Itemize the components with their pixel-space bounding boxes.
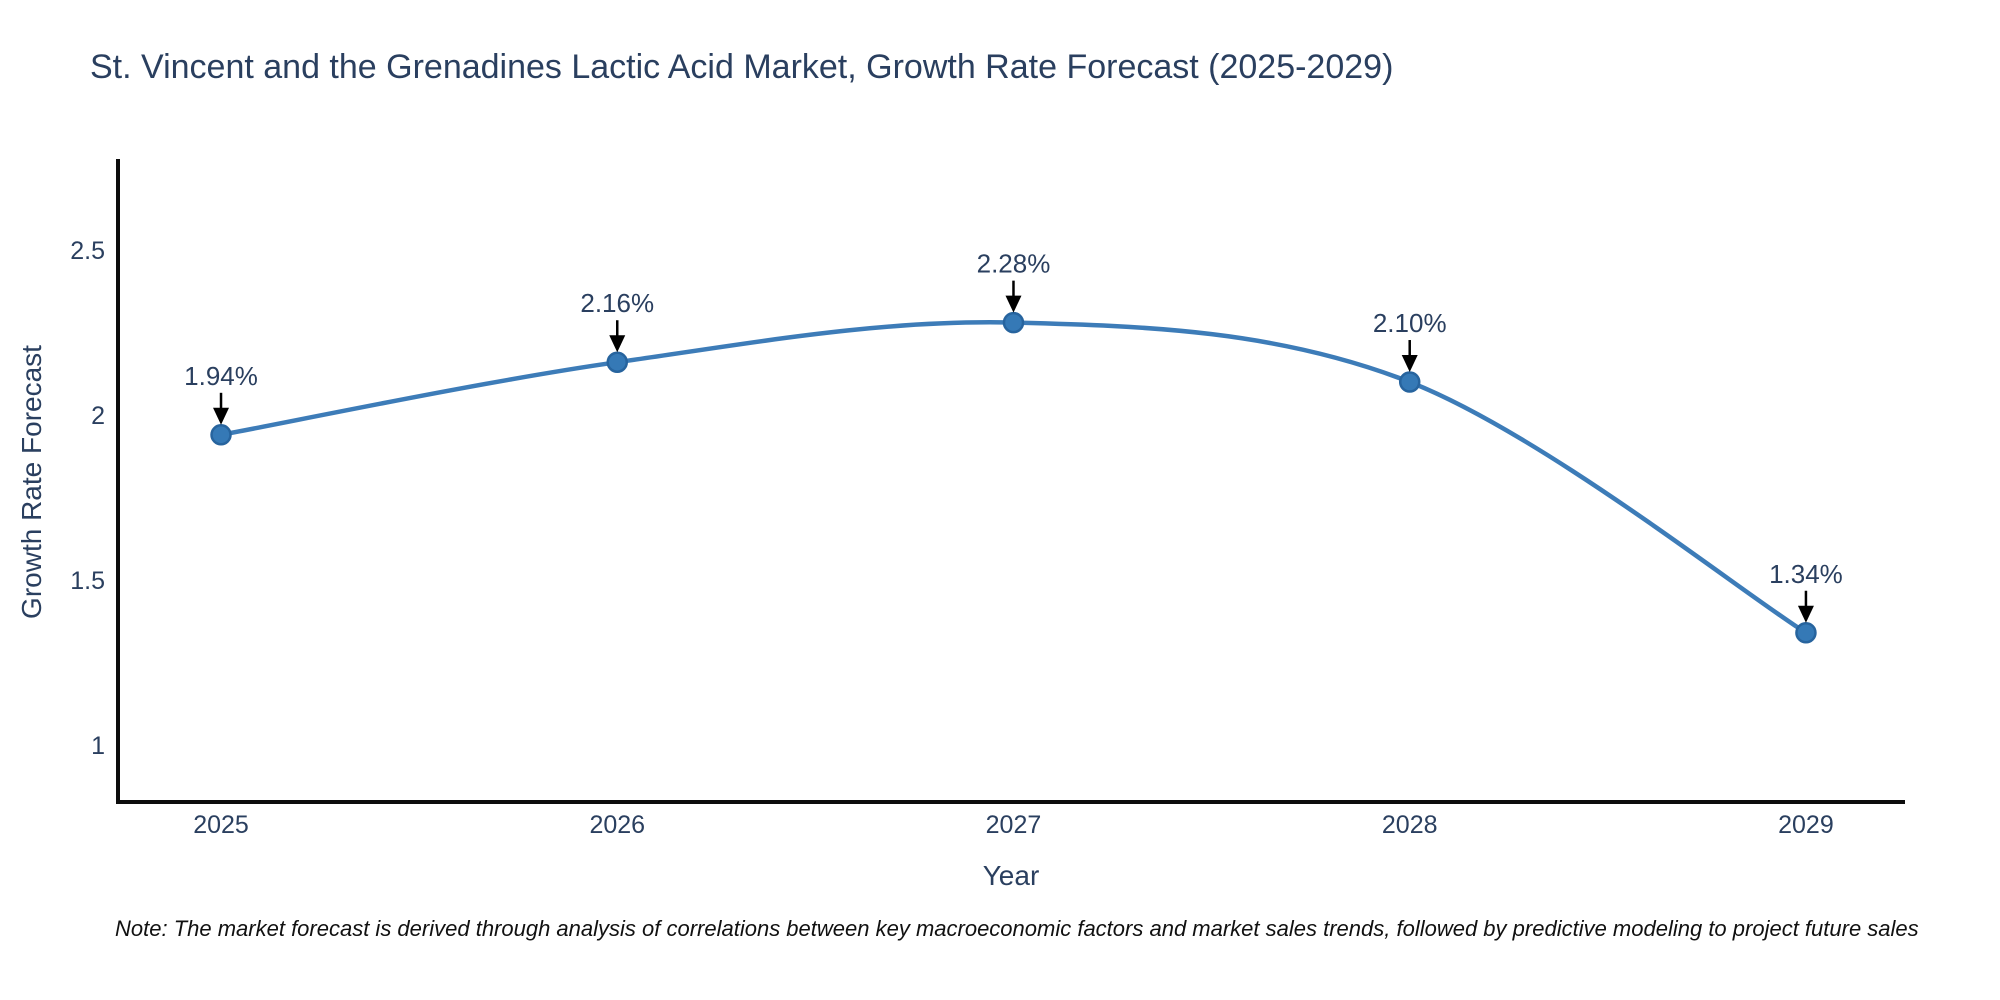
- y-tick-label: 1.5: [70, 567, 105, 595]
- data-point-label: 1.94%: [184, 361, 258, 391]
- x-tick-label: 2028: [1382, 811, 1438, 839]
- footnote-text: Note: The market forecast is derived thr…: [115, 916, 1919, 941]
- x-tick-label: 2025: [193, 811, 249, 839]
- y-tick-label: 2.5: [70, 237, 105, 265]
- chart-title: St. Vincent and the Grenadines Lactic Ac…: [90, 48, 1394, 86]
- data-point-label: 1.34%: [1769, 559, 1843, 589]
- y-tick-label: 1: [91, 732, 105, 760]
- data-point-marker: [210, 424, 232, 446]
- data-point-marker: [606, 351, 629, 373]
- y-tick-label: 2: [91, 402, 105, 430]
- annotation-arrowhead: [1797, 605, 1814, 623]
- annotation-arrowhead: [609, 335, 626, 353]
- x-tick-label: 2027: [986, 811, 1042, 839]
- x-axis-title: Year: [982, 860, 1040, 891]
- data-point-label: 2.28%: [977, 249, 1051, 279]
- data-point-label: 2.16%: [580, 288, 654, 318]
- annotation-arrowhead: [213, 407, 230, 425]
- annotation-arrowhead: [1005, 295, 1022, 313]
- x-tick-label: 2029: [1778, 811, 1834, 839]
- data-point-marker: [1002, 311, 1025, 334]
- data-point-marker: [1398, 371, 1421, 393]
- data-point-marker: [1795, 622, 1817, 644]
- annotation-arrowhead: [1401, 355, 1418, 373]
- x-tick-label: 2026: [589, 811, 645, 839]
- forecast-trend-line: [218, 320, 1809, 636]
- data-point-label: 2.10%: [1373, 308, 1447, 338]
